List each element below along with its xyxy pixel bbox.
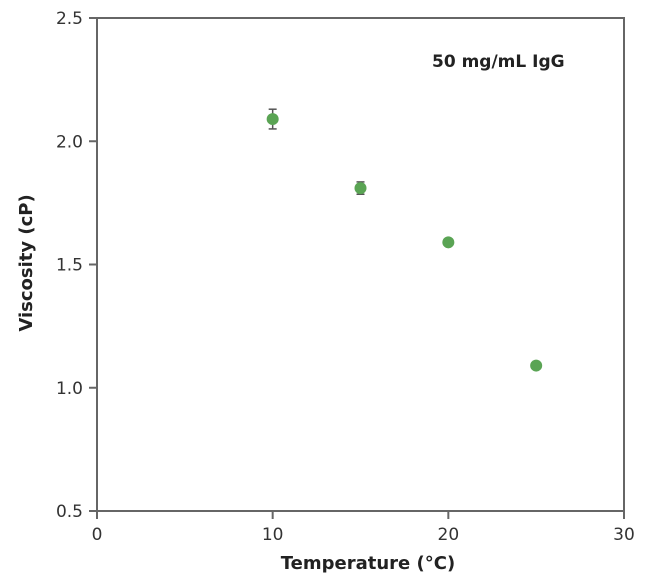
y-tick-label: 2.5: [56, 9, 83, 29]
data-point: [354, 182, 367, 195]
y-tick-label: 2.0: [56, 132, 83, 152]
x-tick-label: 30: [613, 525, 635, 545]
y-tick-label: 0.5: [56, 502, 83, 522]
x-axis-ticks: 0 10 20 30: [92, 511, 635, 545]
data-point: [530, 359, 543, 372]
x-tick-label: 0: [92, 525, 103, 545]
plot-frame: [96, 17, 625, 512]
plot-border: [96, 17, 625, 512]
y-tick-label: 1.5: [56, 256, 83, 276]
x-tick-label: 10: [262, 525, 284, 545]
data-points: [266, 108, 543, 372]
y-tick-label: 1.0: [56, 379, 83, 399]
annotation-label: 50 mg/mL IgG: [432, 52, 565, 72]
x-tick-label: 20: [438, 525, 460, 545]
y-axis-ticks: 0.5 1.0 1.5 2.0 2.5: [56, 9, 97, 522]
x-axis-title: Temperature (°C): [281, 553, 455, 574]
data-point: [266, 113, 279, 126]
data-point: [442, 236, 455, 249]
y-axis-title: Viscosity (cP): [16, 194, 37, 331]
